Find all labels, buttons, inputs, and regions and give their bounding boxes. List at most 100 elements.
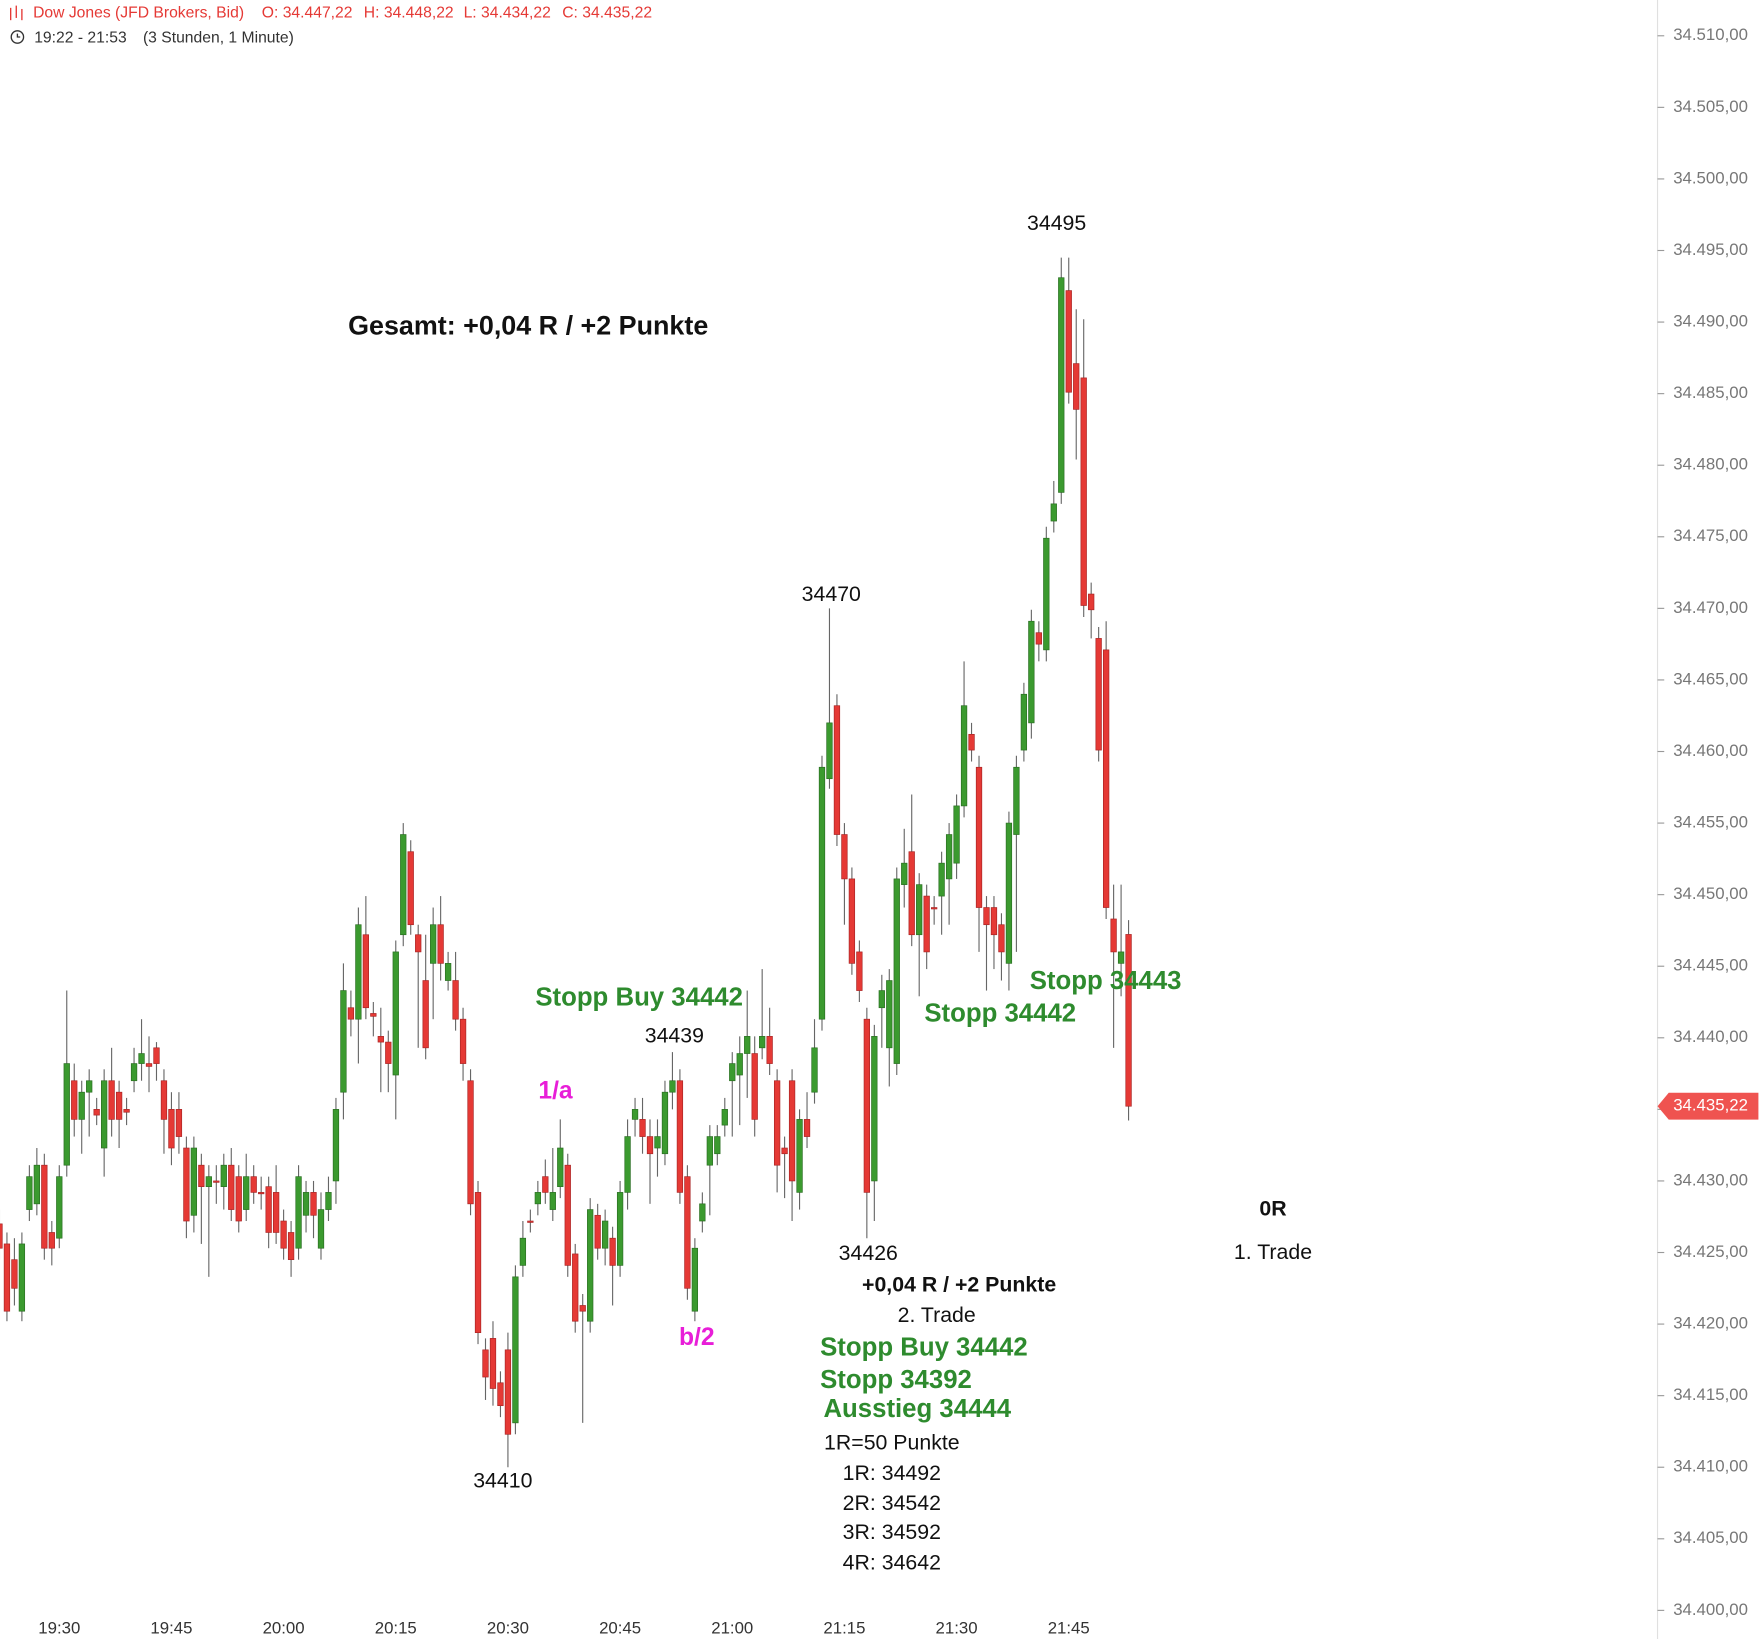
candle-body	[385, 1041, 392, 1064]
candle-body	[3, 1243, 11, 1312]
candle-body	[504, 1349, 512, 1435]
annotation: 1R: 34492	[843, 1461, 941, 1485]
x-tick-label: 21:45	[1048, 1618, 1090, 1637]
candle-body	[235, 1176, 242, 1222]
annotation: 2R: 34542	[843, 1491, 941, 1515]
candle-body	[33, 1164, 40, 1205]
y-tick-label: 34.455,00	[1673, 813, 1748, 832]
candle-body	[1095, 638, 1102, 751]
candle-body	[863, 1018, 870, 1193]
y-tick-label: 34.490,00	[1673, 312, 1748, 331]
y-tick-label: 34.420,00	[1673, 1314, 1748, 1333]
candle-body	[160, 1080, 168, 1120]
candle-body	[400, 834, 407, 936]
candle-body	[998, 924, 1005, 953]
candle-body	[205, 1176, 212, 1188]
y-tick-label: 34.445,00	[1673, 956, 1748, 975]
annotation: 34495	[1027, 211, 1086, 235]
y-tick-label: 34.470,00	[1673, 598, 1748, 617]
candle-body	[123, 1109, 130, 1113]
annotation: 1/a	[538, 1077, 573, 1104]
candle-body	[482, 1349, 489, 1378]
candle-body	[512, 1276, 519, 1424]
candle-body	[415, 934, 422, 953]
interval: (3 Stunden, 1 Minute)	[143, 29, 294, 46]
annotation: 34470	[802, 582, 861, 606]
candle-body	[706, 1136, 713, 1166]
y-tick-label: 34.425,00	[1673, 1242, 1748, 1261]
y-tick-label: 34.405,00	[1673, 1528, 1748, 1547]
y-tick-label: 34.485,00	[1673, 383, 1748, 402]
candle-body	[362, 934, 369, 1009]
candle-body	[78, 1091, 85, 1120]
candle-body	[691, 1247, 699, 1312]
x-tick-label: 20:30	[487, 1618, 529, 1637]
annotation: 4R: 34642	[843, 1551, 941, 1575]
candle-body	[975, 766, 983, 908]
x-tick-label: 19:45	[150, 1618, 192, 1637]
candle-body	[624, 1136, 631, 1193]
candle-body	[646, 1136, 654, 1155]
annotation: Stopp 34392	[820, 1366, 972, 1394]
candle-body	[781, 1147, 788, 1155]
x-tick-label: 21:15	[823, 1618, 865, 1637]
candle-body	[796, 1119, 803, 1193]
candle-body	[803, 1119, 811, 1137]
annotation: Ausstieg 34444	[823, 1395, 1011, 1423]
candle-body	[766, 1036, 773, 1064]
y-tick-label: 34.410,00	[1673, 1457, 1748, 1476]
candle-body	[751, 1053, 758, 1120]
candle-body	[788, 1080, 796, 1182]
candle-body	[355, 924, 362, 1020]
candle-body	[0, 1223, 3, 1249]
candle-body	[310, 1192, 317, 1216]
candle-body	[945, 834, 953, 880]
x-tick-label: 19:30	[38, 1618, 80, 1637]
candle-body	[407, 851, 414, 926]
candle-body	[1043, 537, 1050, 651]
annotation: Gesamt: +0,04 R / +2 Punkte	[348, 310, 708, 340]
annotation: 34410	[473, 1469, 532, 1493]
candle-body	[101, 1080, 108, 1149]
candle-body	[220, 1164, 227, 1188]
candle-body	[56, 1176, 63, 1239]
candle-body	[759, 1036, 766, 1049]
candle-body	[542, 1176, 549, 1193]
ohlc-label: C: 34.435,22	[562, 5, 652, 22]
candle-body	[272, 1192, 280, 1233]
candle-body	[1088, 593, 1095, 611]
y-tick-label: 34.500,00	[1673, 168, 1748, 187]
candle-body	[699, 1203, 706, 1222]
candle-body	[190, 1147, 198, 1216]
candle-body	[153, 1047, 160, 1064]
annotation: Stopp Buy 34442	[535, 984, 743, 1012]
ohlc-label: O: 34.447,22	[262, 5, 353, 22]
candle-body	[280, 1220, 287, 1249]
candle-body	[908, 851, 915, 936]
candle-body	[48, 1232, 55, 1249]
x-tick-label: 21:30	[936, 1618, 978, 1637]
candle-body	[938, 862, 945, 897]
header-icon	[10, 5, 23, 21]
candle-body	[886, 980, 893, 1049]
candle-body	[639, 1119, 646, 1137]
candle-body	[108, 1080, 115, 1120]
candle-body	[444, 963, 452, 981]
candle-body	[1050, 503, 1057, 522]
candle-body	[250, 1176, 257, 1193]
candle-body	[833, 705, 841, 835]
candle-body	[340, 990, 347, 1093]
candle-body	[430, 924, 437, 964]
candle-body	[115, 1091, 123, 1120]
candle-body	[848, 878, 856, 964]
candle-body	[916, 884, 923, 936]
y-tick-label: 34.510,00	[1673, 25, 1748, 44]
candle-body	[26, 1176, 33, 1210]
annotation: 1R=50 Punkte	[824, 1431, 960, 1455]
y-tick-label: 34.430,00	[1673, 1170, 1748, 1189]
candle-body	[564, 1164, 571, 1266]
candle-body	[572, 1253, 579, 1322]
candle-body	[71, 1080, 78, 1120]
candle-body	[1028, 620, 1035, 724]
candle-body	[856, 951, 863, 991]
